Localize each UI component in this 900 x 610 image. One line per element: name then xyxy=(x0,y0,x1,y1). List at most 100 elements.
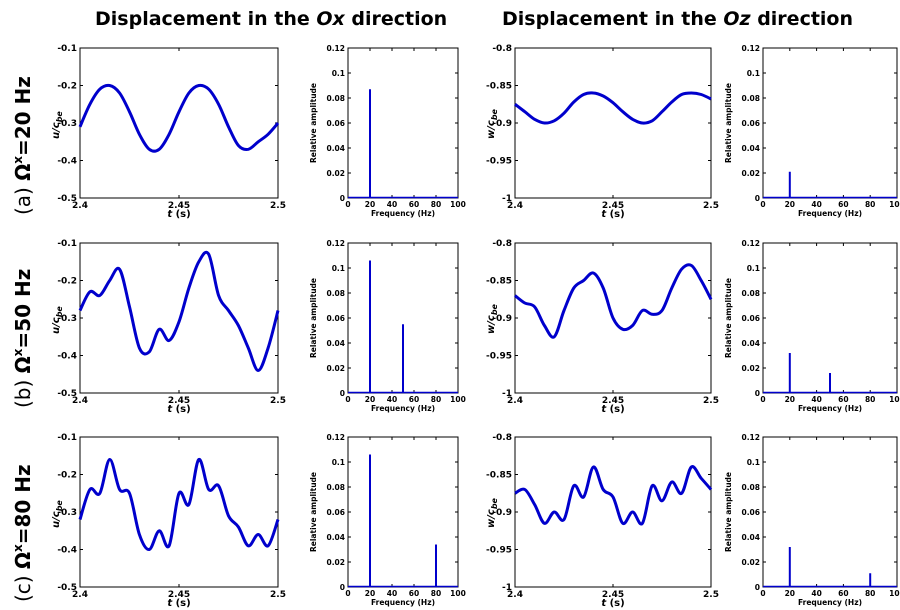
y-tick-label: 0.02 xyxy=(326,364,345,373)
x-tick-label: 60 xyxy=(838,395,848,404)
y-tick-label: -0.3 xyxy=(57,119,77,129)
y-tick-label: 0.06 xyxy=(741,119,760,128)
y-tick-label: -0.95 xyxy=(486,352,512,362)
y-tick-label: 0.1 xyxy=(747,264,760,273)
y-tick-label: 0.12 xyxy=(741,433,760,442)
y-tick-label: 0.12 xyxy=(326,44,345,53)
y-axis-label: Relative amplitude xyxy=(309,83,318,163)
x-tick-label: 100 xyxy=(450,589,466,598)
x-axis-label: t (s) xyxy=(167,209,190,220)
x-axis-label: Frequency (Hz) xyxy=(798,598,862,607)
y-tick-label: 0.1 xyxy=(332,458,345,467)
y-tick-label: 0.1 xyxy=(747,458,760,467)
row-label-b: (b) Ωx=50 Hz xyxy=(11,269,35,408)
y-tick-label: 0.12 xyxy=(741,239,760,248)
y-axis-label: u/cbe xyxy=(51,111,64,139)
y-tick-label: -0.85 xyxy=(486,471,512,481)
x-tick-label: 60 xyxy=(409,395,419,404)
plot-frame xyxy=(762,242,898,394)
data-line xyxy=(78,457,280,551)
x-tick-label: 2.45 xyxy=(602,201,624,211)
panel-b-wz-fft: 0 0.02 0.04 0.06 0.08 0.1 0.12 0 20 40 60 80 100 Freq… xyxy=(724,239,900,413)
x-axis-label: t (s) xyxy=(601,598,624,609)
panel-a-ux: -0.1 -0.2 -0.3 -0.4 -0.52.4 2.45 2.5 t (s) u/cbe xyxy=(51,44,286,220)
plot-frame xyxy=(514,436,712,588)
x-tick-label: 80 xyxy=(865,589,875,598)
y-tick-label: -0.95 xyxy=(486,157,512,167)
y-tick-label: -0.1 xyxy=(57,44,77,54)
y-tick-label: 0.06 xyxy=(741,314,760,323)
x-tick-label: 0 xyxy=(760,589,765,598)
x-tick-label: 2.5 xyxy=(703,201,719,211)
y-tick-label: -0.5 xyxy=(57,583,77,593)
x-tick-label: 100 xyxy=(450,395,466,404)
y-tick-label: 0.06 xyxy=(326,508,345,517)
x-tick-label: 0 xyxy=(345,200,350,209)
x-axis-label: Frequency (Hz) xyxy=(371,209,435,218)
x-tick-label: 60 xyxy=(838,200,848,209)
y-tick-label: -0.9 xyxy=(492,508,512,518)
x-tick-label: 80 xyxy=(431,395,441,404)
x-tick-label: 40 xyxy=(811,395,821,404)
y-axis-label: Relative amplitude xyxy=(724,472,733,552)
x-tick-label: 60 xyxy=(409,200,419,209)
y-tick-label: -1 xyxy=(502,194,512,204)
y-tick-label: -0.85 xyxy=(486,277,512,287)
y-tick-label: 0 xyxy=(755,389,760,398)
y-tick-label: 0.12 xyxy=(326,433,345,442)
y-tick-label: 0 xyxy=(755,194,760,203)
panel-b-ux-fft: 0 0.02 0.04 0.06 0.08 0.1 0.12 0 20 40 60 80 100 Freq… xyxy=(309,239,466,413)
y-tick-label: -0.1 xyxy=(57,239,77,249)
y-tick-label: 0.04 xyxy=(741,144,760,153)
title-ox: Displacement in the Ox direction xyxy=(95,8,447,30)
x-tick-label: 20 xyxy=(365,200,375,209)
data-line xyxy=(78,250,280,372)
x-tick-label: 40 xyxy=(387,589,397,598)
y-axis-label: w/cbe xyxy=(486,303,499,334)
y-tick-label: 0.04 xyxy=(741,533,760,542)
y-tick-label: -0.5 xyxy=(57,389,77,399)
y-tick-label: 0.08 xyxy=(326,483,345,492)
y-tick-label: 0.08 xyxy=(741,94,760,103)
x-tick-label: 20 xyxy=(785,395,795,404)
y-axis-label: Relative amplitude xyxy=(309,278,318,358)
y-tick-label: 0 xyxy=(340,583,345,592)
y-tick-label: 0.02 xyxy=(326,169,345,178)
y-tick-label: 0.06 xyxy=(326,314,345,323)
x-tick-label: 2.5 xyxy=(270,201,286,211)
y-tick-label: 0.02 xyxy=(741,169,760,178)
x-tick-label: 2.4 xyxy=(72,396,88,406)
x-tick-label: 2.45 xyxy=(602,396,624,406)
y-tick-label: 0.06 xyxy=(326,119,345,128)
x-tick-label: 100 xyxy=(450,200,466,209)
plot-frame xyxy=(762,47,898,199)
x-tick-label: 60 xyxy=(409,589,419,598)
y-axis-label: Relative amplitude xyxy=(309,472,318,552)
y-axis-label: u/cbe xyxy=(51,500,64,528)
y-tick-label: 0.08 xyxy=(741,289,760,298)
y-tick-label: -0.9 xyxy=(492,119,512,129)
x-tick-label: 0 xyxy=(760,200,765,209)
y-tick-label: 0.1 xyxy=(332,264,345,273)
panel-b-wz: -0.8 -0.85 -0.9 -0.95 -12.4 2.45 2.5 t (s) w/cbe xyxy=(486,239,719,415)
y-tick-label: 0.02 xyxy=(741,364,760,373)
y-tick-label: 0.08 xyxy=(741,483,760,492)
x-tick-label: 2.5 xyxy=(703,396,719,406)
x-tick-label: 0 xyxy=(345,395,350,404)
y-axis-label: Relative amplitude xyxy=(724,278,733,358)
panel-b-ux: -0.1 -0.2 -0.3 -0.4 -0.52.4 2.45 2.5 t (s) u/cbe xyxy=(51,239,286,415)
x-tick-label: 2.4 xyxy=(507,396,523,406)
plot-frame xyxy=(347,436,459,588)
x-tick-label: 2.45 xyxy=(168,201,190,211)
x-tick-label: 20 xyxy=(365,395,375,404)
panel-c-ux-fft: 0 0.02 0.04 0.06 0.08 0.1 0.12 0 20 40 60 80 100 Freq… xyxy=(309,433,466,607)
y-tick-label: -0.2 xyxy=(57,82,77,92)
data-line xyxy=(78,83,280,153)
y-tick-label: 0.12 xyxy=(741,44,760,53)
y-tick-label: 0 xyxy=(340,194,345,203)
y-tick-label: -0.8 xyxy=(492,44,512,54)
y-axis-label: Relative amplitude xyxy=(724,83,733,163)
panel-c-wz: -0.8 -0.85 -0.9 -0.95 -12.4 2.45 2.5 t (s) w/cbe xyxy=(486,433,719,609)
x-axis-label: t (s) xyxy=(601,209,624,220)
